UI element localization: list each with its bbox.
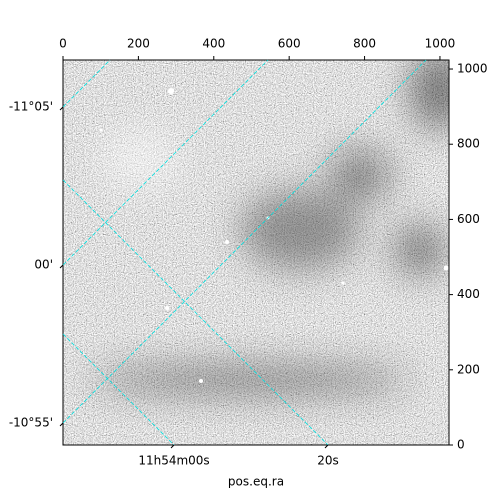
ra-tick xyxy=(170,444,175,449)
sky-image xyxy=(63,60,449,445)
y-tick-label: 200 xyxy=(457,362,480,376)
dec-tick-label: 00' xyxy=(34,258,53,272)
ra-tick xyxy=(324,444,329,449)
x-tick-label: 800 xyxy=(353,37,376,51)
dec-tick xyxy=(59,106,64,111)
ra-tick-label: 11h54m00s xyxy=(138,454,209,468)
dec-tick xyxy=(59,264,64,269)
dec-grid-line xyxy=(62,59,427,424)
x-tick-label: 400 xyxy=(202,37,225,51)
dec-tick-label: -11°05' xyxy=(9,100,53,114)
y-tick-label: 800 xyxy=(457,137,480,151)
y-tick-label: 1000 xyxy=(457,62,488,76)
x-tick-label: 1000 xyxy=(425,37,456,51)
dec-tick xyxy=(59,422,64,427)
axes-frame xyxy=(62,59,450,446)
dec-grid-line xyxy=(62,59,269,266)
y-tick-label: 600 xyxy=(457,212,480,226)
y-tick-label: 0 xyxy=(457,438,465,452)
ra-grid-line xyxy=(62,179,329,446)
x-tick-label: 200 xyxy=(127,37,150,51)
dec-tick-label: -10°55' xyxy=(9,415,53,429)
ra-grid-line xyxy=(62,333,175,446)
ra-tick-label: 20s xyxy=(317,454,339,468)
x-tick-label: 600 xyxy=(278,37,301,51)
dec-grid-line xyxy=(62,59,111,108)
x-tick-label: 0 xyxy=(59,37,67,51)
y-tick-label: 400 xyxy=(457,287,480,301)
x-axis-label: pos.eq.ra xyxy=(228,475,284,489)
